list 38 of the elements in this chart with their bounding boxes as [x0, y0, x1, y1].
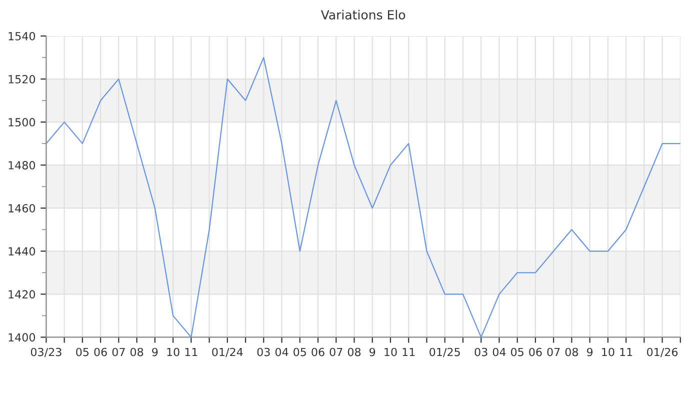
x-tick-label: 04	[492, 348, 506, 356]
x-tick-label: 10	[602, 348, 614, 356]
x-tick-label: 03	[474, 348, 488, 356]
x-tick-label: 05	[510, 348, 524, 356]
x-tick-label: 08	[130, 348, 144, 356]
y-tick-label: 1480	[8, 161, 36, 170]
x-tick-label: 11	[402, 348, 415, 356]
x-tick-label: 06	[529, 348, 542, 356]
x-tick-label: 10	[167, 348, 180, 356]
y-tick-label: 1400	[8, 333, 36, 342]
x-tick-label: 04	[275, 348, 288, 356]
y-tick-label: 1460	[8, 204, 36, 212]
x-tick-label: 06	[94, 348, 107, 356]
x-tick-label: 07	[112, 348, 125, 356]
x-tick-label: 06	[312, 348, 324, 356]
x-tick-label: 11	[185, 348, 198, 356]
x-tick-label: 9	[370, 348, 376, 356]
x-tick-label: 03	[257, 348, 270, 356]
x-tick-label: 08	[348, 348, 361, 356]
y-tick-label: 1520	[8, 75, 36, 84]
x-tick-label: 01/26	[647, 348, 678, 358]
x-tick-label: 07	[330, 348, 342, 356]
x-tick-label: 10	[384, 348, 397, 356]
x-tick-label: 07	[547, 348, 560, 356]
x-tick-label: 11	[620, 348, 632, 356]
chart-title: Variations Elo	[320, 10, 406, 20]
x-tick-label: 01/25	[430, 348, 460, 358]
y-tick-label: 1420	[8, 290, 36, 299]
x-tick-label: 05	[76, 348, 89, 356]
x-tick-label: 9	[586, 348, 593, 356]
x-tick-label: 05	[294, 348, 306, 356]
y-tick-label: 1500	[8, 118, 36, 126]
x-tick-label: 01/24	[212, 348, 243, 358]
x-tick-label: 03/23	[30, 348, 62, 358]
y-tick-label: 1440	[8, 247, 36, 256]
y-tick-label: 1540	[8, 32, 36, 40]
x-tick-label: 08	[565, 348, 578, 356]
x-tick-label: 9	[152, 348, 158, 356]
